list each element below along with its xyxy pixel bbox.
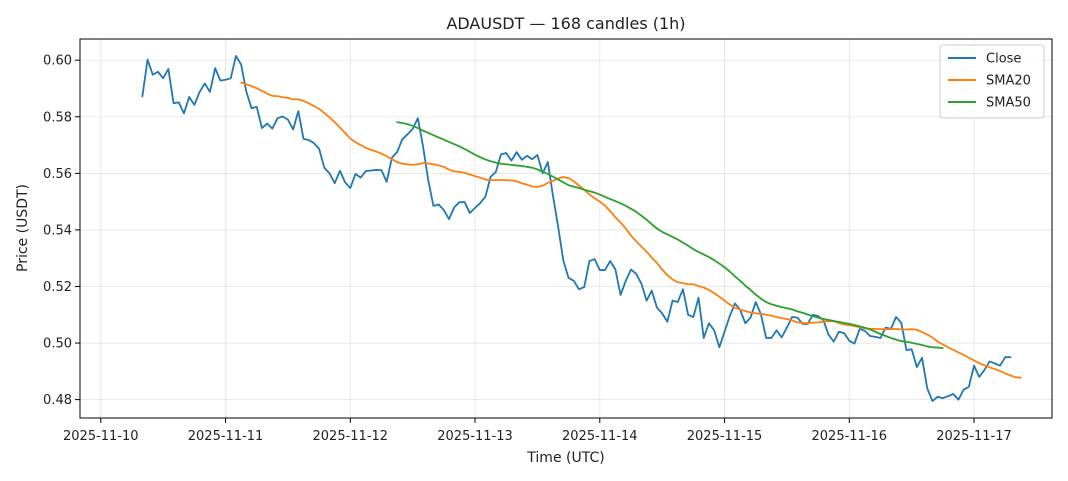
grid <box>80 39 1052 418</box>
y-tick-label: 0.52 <box>43 280 72 295</box>
x-tick-label: 2025-11-16 <box>812 429 888 444</box>
legend-label-sma50: SMA50 <box>986 96 1031 111</box>
chart-title: ADAUSDT — 168 candles (1h) <box>446 14 685 33</box>
y-tick-label: 0.48 <box>43 393 72 408</box>
x-tick-label: 2025-11-14 <box>562 429 638 444</box>
x-tick-label: 2025-11-10 <box>63 429 139 444</box>
y-axis-label: Price (USDT) <box>15 184 31 272</box>
x-axis-label: Time (UTC) <box>526 450 604 466</box>
y-tick-label: 0.58 <box>43 110 72 125</box>
legend: Close SMA20 SMA50 <box>939 44 1045 119</box>
x-tick-label: 2025-11-17 <box>936 429 1012 444</box>
plot-frame <box>79 38 1053 419</box>
series-lines <box>141 55 1022 402</box>
series-line-close <box>141 55 1012 402</box>
x-tick-label: 2025-11-15 <box>687 429 763 444</box>
x-tick-label: 2025-11-11 <box>188 429 264 444</box>
y-tick-label: 0.60 <box>43 54 72 69</box>
axis-ticks: 2025-11-10 2025-11-11 2025-11-12 2025-11-13… <box>43 54 1012 444</box>
x-tick-label: 2025-11-12 <box>313 429 389 444</box>
legend-label-sma20: SMA20 <box>986 74 1031 89</box>
y-tick-label: 0.56 <box>43 167 72 182</box>
series-line-sma50 <box>396 121 944 350</box>
y-tick-label: 0.54 <box>43 223 72 238</box>
series-line-sma20 <box>240 81 1022 379</box>
legend-label-close: Close <box>986 52 1021 67</box>
y-tick-label: 0.50 <box>43 337 72 352</box>
legend-box <box>939 44 1045 119</box>
x-tick-label: 2025-11-13 <box>437 429 513 444</box>
